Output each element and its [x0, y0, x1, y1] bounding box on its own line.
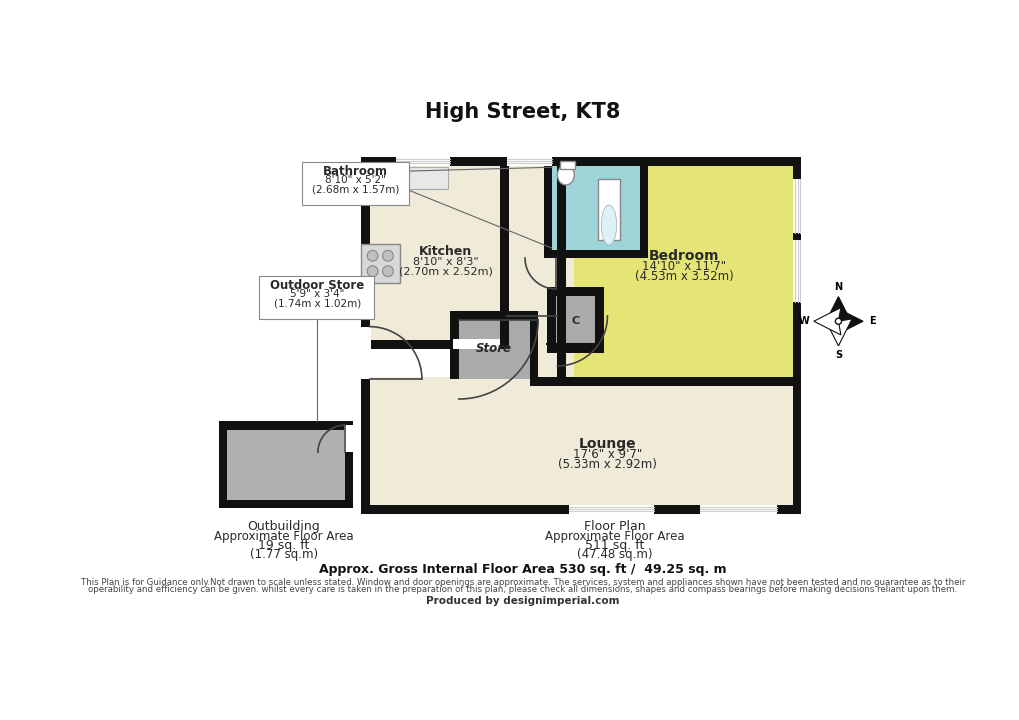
- Bar: [371, 167, 447, 189]
- Text: C: C: [571, 316, 579, 326]
- Bar: [395, 156, 449, 166]
- Text: 17'6" x 9'7": 17'6" x 9'7": [573, 448, 641, 461]
- Ellipse shape: [601, 205, 616, 245]
- Text: 5'9" x 3'4": 5'9" x 3'4": [289, 289, 344, 300]
- Bar: [361, 157, 369, 339]
- FancyBboxPatch shape: [302, 162, 409, 205]
- Polygon shape: [824, 319, 851, 346]
- Text: operability and efficiency can be given. whilst every care is taken in the prepa: operability and efficiency can be given.…: [88, 585, 957, 595]
- FancyBboxPatch shape: [259, 276, 374, 319]
- Text: This Plan is for Guidance only.Not drawn to scale unless stated. Window and door: This Plan is for Guidance only.Not drawn…: [81, 577, 964, 587]
- Bar: [227, 430, 344, 500]
- Bar: [569, 505, 653, 514]
- Bar: [369, 166, 500, 341]
- Bar: [792, 179, 802, 233]
- Circle shape: [382, 266, 393, 276]
- Text: Bathroom: Bathroom: [323, 165, 388, 178]
- Text: High Street, KT8: High Street, KT8: [425, 102, 620, 122]
- Bar: [361, 505, 801, 514]
- Circle shape: [367, 251, 378, 261]
- Bar: [453, 339, 500, 349]
- Bar: [547, 344, 603, 353]
- Bar: [344, 421, 353, 508]
- Bar: [699, 505, 776, 514]
- Bar: [359, 327, 371, 379]
- Text: (5.33m x 2.92m): (5.33m x 2.92m): [557, 458, 656, 471]
- Bar: [639, 157, 648, 258]
- Text: Outbuilding: Outbuilding: [248, 521, 320, 534]
- Text: 511 sq. ft: 511 sq. ft: [585, 539, 644, 552]
- Bar: [218, 421, 227, 508]
- Bar: [555, 296, 594, 344]
- Bar: [551, 250, 648, 258]
- Text: W: W: [799, 316, 809, 326]
- Bar: [218, 421, 353, 430]
- Bar: [556, 157, 566, 377]
- Polygon shape: [824, 297, 851, 324]
- Text: E: E: [868, 316, 874, 326]
- Text: N: N: [834, 282, 842, 292]
- Bar: [792, 240, 802, 302]
- Text: (1.77 sq.m): (1.77 sq.m): [250, 548, 318, 561]
- Polygon shape: [836, 307, 862, 335]
- Bar: [369, 377, 792, 505]
- Bar: [361, 157, 369, 514]
- Bar: [500, 157, 508, 349]
- Text: Approximate Floor Area: Approximate Floor Area: [214, 530, 354, 543]
- Text: Approx. Gross Internal Floor Area 530 sq. ft /  49.25 sq. m: Approx. Gross Internal Floor Area 530 sq…: [319, 563, 726, 576]
- Circle shape: [382, 251, 393, 261]
- Bar: [574, 166, 801, 377]
- Text: 19 sq. ft: 19 sq. ft: [258, 539, 310, 552]
- Text: Floor Plan: Floor Plan: [584, 521, 645, 534]
- Bar: [559, 161, 575, 168]
- Text: Store: Store: [476, 342, 512, 355]
- Bar: [529, 311, 538, 386]
- Text: S: S: [835, 350, 842, 360]
- Text: (1.74m x 1.02m): (1.74m x 1.02m): [273, 299, 361, 309]
- Bar: [547, 287, 603, 296]
- Text: Kitchen: Kitchen: [419, 246, 472, 258]
- Bar: [361, 341, 508, 349]
- Bar: [543, 157, 551, 258]
- Circle shape: [367, 266, 378, 276]
- Bar: [547, 287, 555, 344]
- Ellipse shape: [556, 165, 574, 185]
- Bar: [218, 500, 353, 508]
- Text: (47.48 sq.m): (47.48 sq.m): [577, 548, 652, 561]
- Bar: [538, 377, 801, 386]
- Polygon shape: [813, 307, 840, 335]
- Text: 8'10" x 8'3": 8'10" x 8'3": [413, 257, 478, 267]
- Bar: [343, 426, 354, 452]
- Bar: [597, 179, 620, 240]
- Text: (2.68m x 1.57m): (2.68m x 1.57m): [312, 184, 399, 194]
- Text: Approximate Floor Area: Approximate Floor Area: [545, 530, 685, 543]
- Text: Bedroom: Bedroom: [648, 249, 719, 263]
- Text: Outdoor Store: Outdoor Store: [270, 279, 364, 292]
- Bar: [594, 287, 603, 344]
- Bar: [450, 311, 459, 379]
- Text: (2.70m x 2.52m): (2.70m x 2.52m): [398, 266, 492, 276]
- Bar: [508, 166, 574, 377]
- Bar: [459, 311, 538, 379]
- Text: Lounge: Lounge: [578, 436, 636, 451]
- Bar: [361, 244, 399, 283]
- Text: 14'10" x 11'7": 14'10" x 11'7": [642, 260, 726, 273]
- Bar: [506, 156, 551, 166]
- Bar: [361, 157, 801, 166]
- Text: Produced by designimperial.com: Produced by designimperial.com: [426, 595, 619, 606]
- Bar: [792, 157, 801, 514]
- Bar: [361, 377, 369, 514]
- Circle shape: [835, 318, 841, 324]
- Text: (4.53m x 3.52m): (4.53m x 3.52m): [635, 270, 733, 283]
- Bar: [551, 166, 639, 250]
- Text: 8'10" x 5'2": 8'10" x 5'2": [325, 176, 386, 185]
- Bar: [450, 311, 538, 320]
